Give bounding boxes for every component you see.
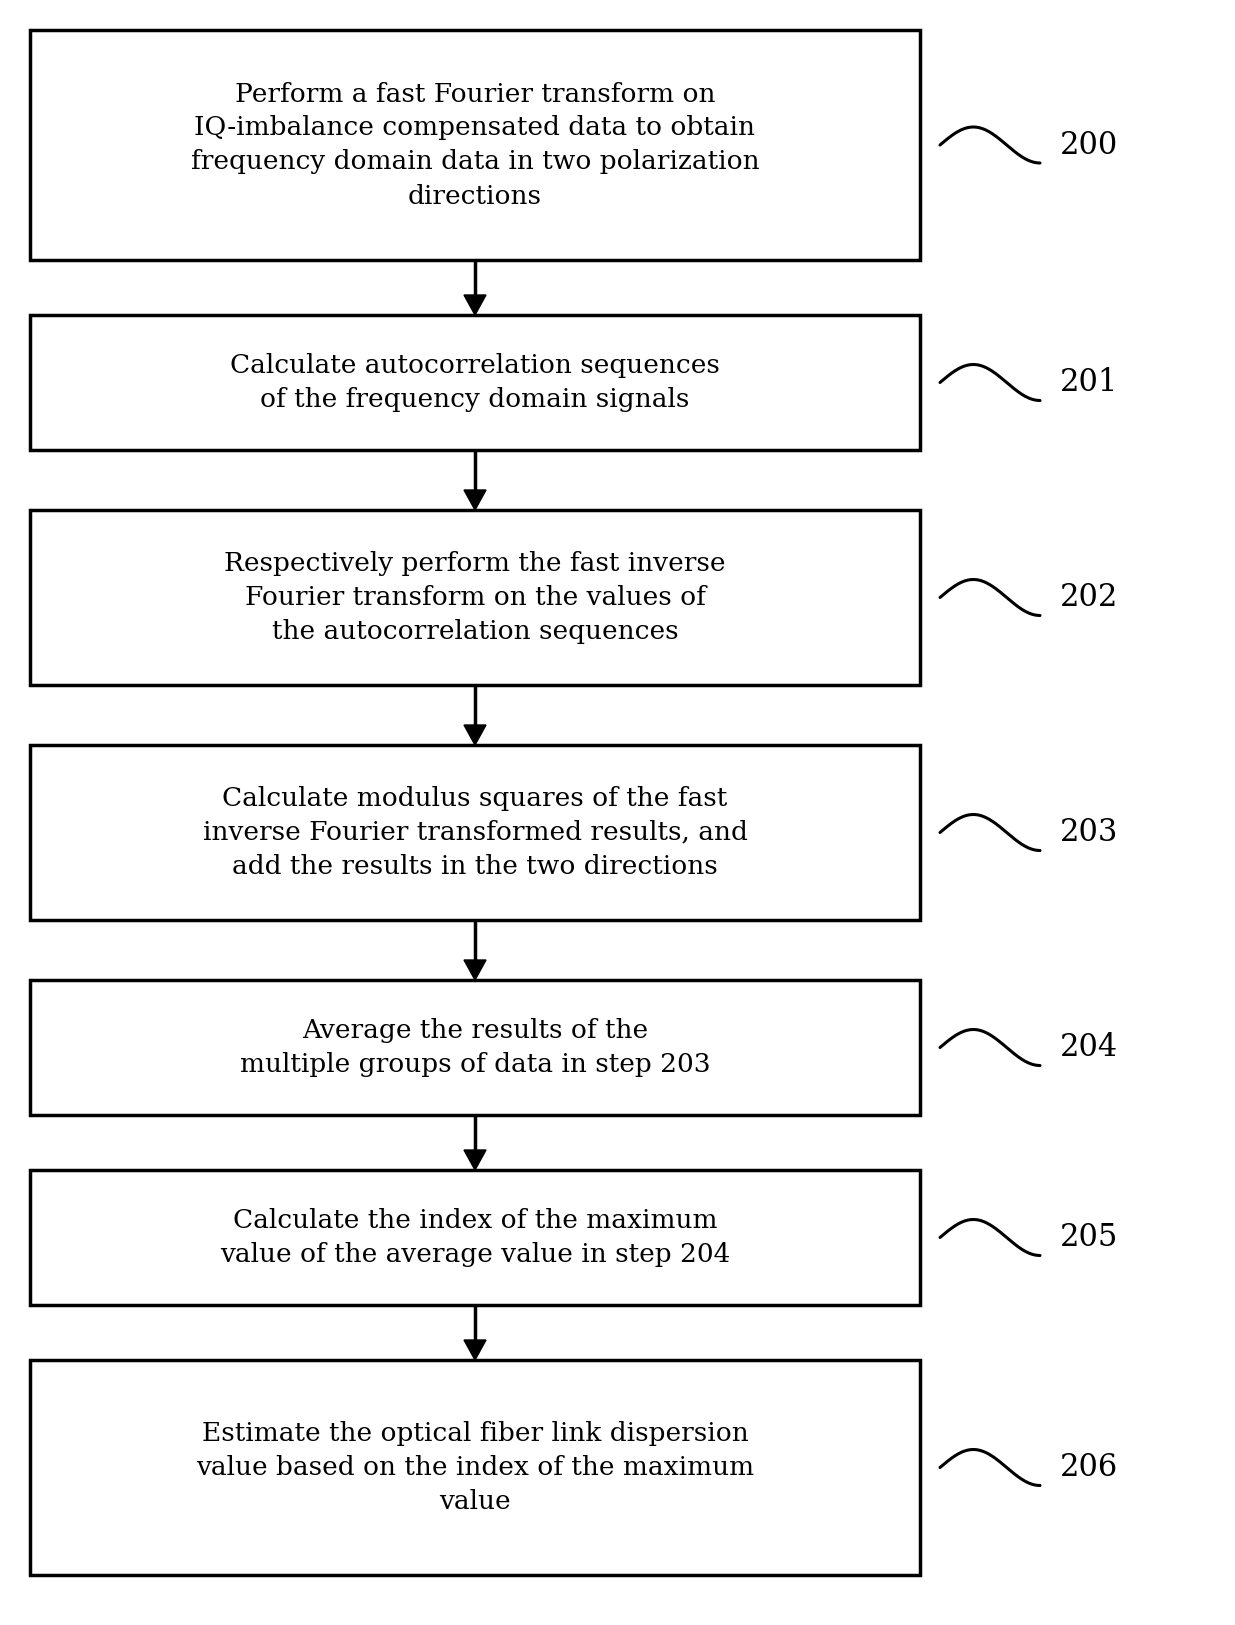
Text: Respectively perform the fast inverse
Fourier transform on the values of
the aut: Respectively perform the fast inverse Fo… — [225, 551, 726, 644]
Polygon shape — [464, 1341, 487, 1360]
Text: Calculate modulus squares of the fast
inverse Fourier transformed results, and
a: Calculate modulus squares of the fast in… — [203, 786, 747, 879]
Bar — [30, 744, 920, 920]
Text: Perform a fast Fourier transform on
IQ-imbalance compensated data to obtain
freq: Perform a fast Fourier transform on IQ-i… — [190, 81, 760, 208]
Polygon shape — [464, 491, 487, 510]
Text: 203: 203 — [1060, 817, 1119, 848]
Text: 204: 204 — [1060, 1032, 1118, 1063]
Bar — [30, 1360, 920, 1575]
Polygon shape — [464, 725, 487, 744]
Text: 202: 202 — [1060, 582, 1119, 613]
Text: 200: 200 — [1060, 130, 1118, 161]
Polygon shape — [464, 960, 487, 980]
Text: 205: 205 — [1060, 1222, 1119, 1253]
Bar — [30, 980, 920, 1115]
Text: Calculate autocorrelation sequences
of the frequency domain signals: Calculate autocorrelation sequences of t… — [230, 353, 720, 413]
Bar — [30, 510, 920, 686]
Text: Calculate the index of the maximum
value of the average value in step 204: Calculate the index of the maximum value… — [220, 1207, 730, 1268]
Polygon shape — [464, 296, 487, 315]
Bar — [30, 29, 920, 260]
Text: 201: 201 — [1060, 367, 1119, 398]
Bar — [30, 1170, 920, 1305]
Text: Average the results of the
multiple groups of data in step 203: Average the results of the multiple grou… — [240, 1017, 710, 1077]
Bar — [30, 315, 920, 450]
Text: 206: 206 — [1060, 1453, 1118, 1484]
Polygon shape — [464, 1150, 487, 1170]
Text: Estimate the optical fiber link dispersion
value based on the index of the maxim: Estimate the optical fiber link dispersi… — [196, 1420, 755, 1514]
